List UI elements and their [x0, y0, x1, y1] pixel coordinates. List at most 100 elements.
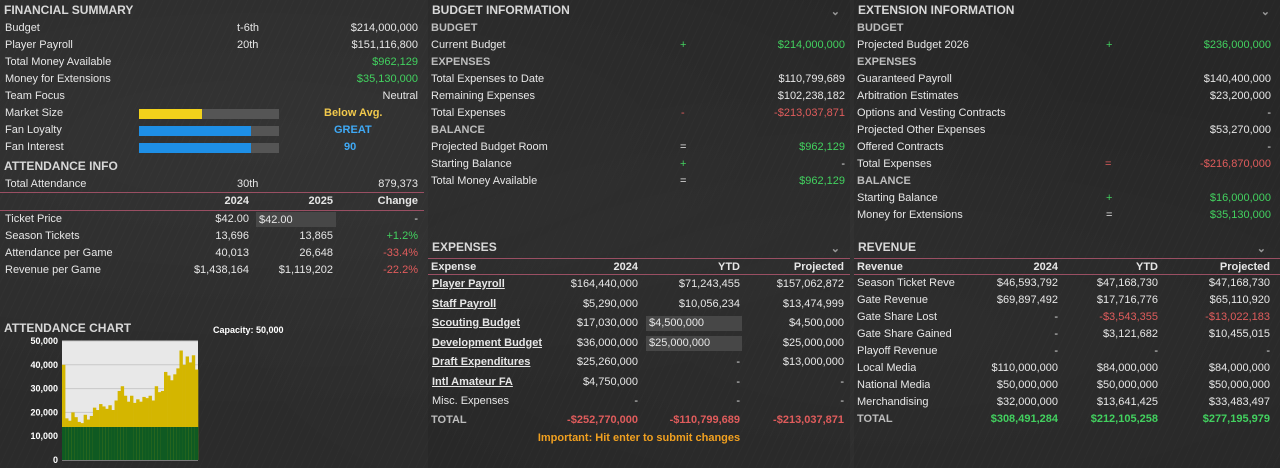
expenses-table-header: Expense 2024 YTD Projected: [428, 258, 850, 275]
expense-name[interactable]: Draft Expenditures: [432, 356, 531, 368]
ext-starting-balance-value: $16,000,000: [1209, 192, 1271, 204]
expense-row: Draft Expenditures $25,260,000 - $13,000,00…: [428, 353, 850, 373]
chart-bar-season-tickets: [86, 427, 91, 460]
chart-bar-season-tickets: [123, 427, 128, 460]
expense-name[interactable]: Intl Amateur FA: [432, 375, 513, 388]
chart-bar-season-tickets: [154, 427, 159, 460]
chart-bar: [117, 390, 122, 460]
projected-other-label: Projected Other Expenses: [857, 124, 986, 136]
expenses-total-label: TOTAL: [431, 413, 467, 426]
season-tickets-2024: 13,696: [215, 230, 249, 242]
current-budget-row: Current Budget + $214,000,000: [428, 37, 850, 54]
chevron-down-icon[interactable]: ⌄: [1256, 243, 1266, 255]
expense-2024: $17,030,000: [576, 317, 638, 329]
revenue-2024: -: [1054, 311, 1058, 323]
attendance-col-2024: 2024: [224, 195, 249, 207]
expense-projected: $157,062,872: [776, 278, 844, 290]
chevron-down-icon[interactable]: ⌄: [1260, 6, 1270, 18]
expense-2024: $4,750,000: [582, 375, 638, 388]
capacity-label: Capacity: 50,000: [213, 325, 284, 335]
revenue-ytd: $47,168,730: [1096, 277, 1158, 289]
expense-name: Misc. Expenses: [432, 395, 510, 407]
chevron-down-icon[interactable]: ⌄: [830, 6, 840, 18]
chart-bar: [167, 375, 171, 460]
chart-bar-season-tickets: [80, 427, 84, 460]
expense-name[interactable]: Staff Payroll: [432, 297, 497, 310]
extension-information-title: EXTENSION INFORMATION ⌄: [854, 0, 1280, 20]
market-size-row: Market Size Below Avg.: [0, 105, 424, 122]
total-attendance-rank: 30th: [237, 178, 259, 190]
projected-budget-label: Projected Budget 2026: [857, 39, 969, 51]
total-money-available-label: Total Money Available: [5, 56, 112, 68]
revenue-projected: $10,455,015: [1208, 328, 1270, 340]
chart-bar-season-tickets: [191, 427, 196, 460]
expense-ytd-input[interactable]: $4,500,000: [646, 316, 742, 331]
revenue-title-text: REVENUE: [858, 240, 917, 254]
chart-bar-season-tickets: [130, 427, 134, 460]
total-money-available-value: $962,129: [799, 175, 845, 187]
remaining-expenses-label: Remaining Expenses: [431, 90, 535, 102]
chart-bar-season-tickets: [77, 427, 81, 460]
revenue-row: Season Ticket Reveni $46,593,792 $47,168,7…: [854, 275, 1280, 292]
revenue-name: National Media: [857, 379, 931, 391]
total-money-available-row: Total Money Available = $962,129: [428, 173, 850, 190]
total-attendance-value: 879,373: [378, 178, 418, 190]
expense-name[interactable]: Player Payroll: [432, 278, 505, 290]
ticket-price-label: Ticket Price: [5, 213, 63, 225]
revenue-projected: -$13,022,183: [1205, 311, 1270, 323]
chevron-down-icon[interactable]: ⌄: [830, 243, 840, 255]
expense-ytd: $71,243,455: [678, 278, 740, 290]
total-money-available-label: Total Money Available: [431, 175, 538, 187]
projected-budget-room-value: $962,129: [799, 141, 845, 153]
expense-row: Development Budget $36,000,000 $25,000,000…: [428, 334, 850, 354]
revenue-name: Gate Share Gained: [857, 328, 952, 340]
revenue-row: Gate Share Lost - -$3,543,355 -$13,022,183: [854, 309, 1280, 326]
player-payroll-rank: 20th: [237, 39, 259, 51]
revenue-2024: $50,000,000: [996, 379, 1058, 391]
attendance-per-game-2025: 26,648: [299, 247, 333, 259]
chart-bar-season-tickets: [136, 427, 140, 460]
expenses-title-text: EXPENSES: [432, 240, 497, 254]
expense-name[interactable]: Scouting Budget: [432, 317, 520, 329]
ext-starting-balance-label: Starting Balance: [857, 192, 938, 204]
chart-bar-season-tickets: [74, 427, 78, 460]
revenue-col-name: Revenue: [857, 261, 903, 273]
budget-rank: t-6th: [237, 22, 260, 34]
expense-name[interactable]: Development Budget: [432, 336, 543, 349]
money-for-extensions-value: $35,130,000: [356, 73, 418, 85]
expense-projected: $4,500,000: [788, 317, 844, 329]
season-tickets-row: Season Tickets 13,696 13,865 +1.2%: [0, 228, 424, 245]
budget-value: $214,000,000: [350, 22, 418, 34]
revenue-2024: $32,000,000: [996, 396, 1058, 408]
chart-bar: [191, 355, 196, 460]
chart-bar-season-tickets: [142, 427, 146, 460]
attendance-header-divider: [0, 210, 424, 211]
submit-note: Important: Hit enter to submit changes: [537, 431, 741, 444]
chart-bar-season-tickets: [68, 427, 72, 460]
revenue-row: Playoff Revenue - - -: [854, 343, 1280, 360]
market-size-value: Below Avg.: [324, 107, 383, 119]
chart-bar-season-tickets: [126, 427, 131, 460]
total-attendance-row: Total Attendance 30th 879,373: [0, 176, 424, 193]
revenue-projected: $65,110,920: [1209, 294, 1270, 306]
revenue-ytd: $3,121,682: [1102, 328, 1158, 340]
options-vesting-label: Options and Vesting Contracts: [857, 107, 1006, 119]
ticket-price-input[interactable]: $42.00: [256, 212, 336, 227]
revenue-name: Playoff Revenue: [857, 345, 938, 357]
budget-label: Budget: [5, 22, 40, 34]
chart-bar-season-tickets: [167, 427, 171, 460]
remaining-expenses-row: Remaining Expenses $102,238,182: [428, 88, 850, 105]
chart-bar-season-tickets: [83, 427, 88, 460]
market-size-label: Market Size: [5, 107, 64, 119]
chart-bar-season-tickets: [117, 427, 122, 460]
revenue-per-game-2025: $1,119,202: [278, 264, 333, 276]
ext-expenses-subheader: EXPENSES: [857, 56, 917, 68]
revenue-2024: $69,897,492: [996, 294, 1058, 306]
expense-ytd-input[interactable]: $25,000,000: [646, 335, 742, 351]
expense-ytd: -: [736, 356, 740, 368]
total-money-available-row: Total Money Available $962,129: [0, 54, 424, 71]
ext-money-for-extensions-row: Money for Extensions = $35,130,000: [854, 207, 1280, 224]
attendance-table-header: 2024 2025 Change: [0, 193, 424, 210]
attendance-chart-panel: ATTENDANCE CHART Capacity: 50,000 0 10,00…: [0, 316, 424, 468]
expense-projected: $13,474,999: [782, 297, 844, 310]
